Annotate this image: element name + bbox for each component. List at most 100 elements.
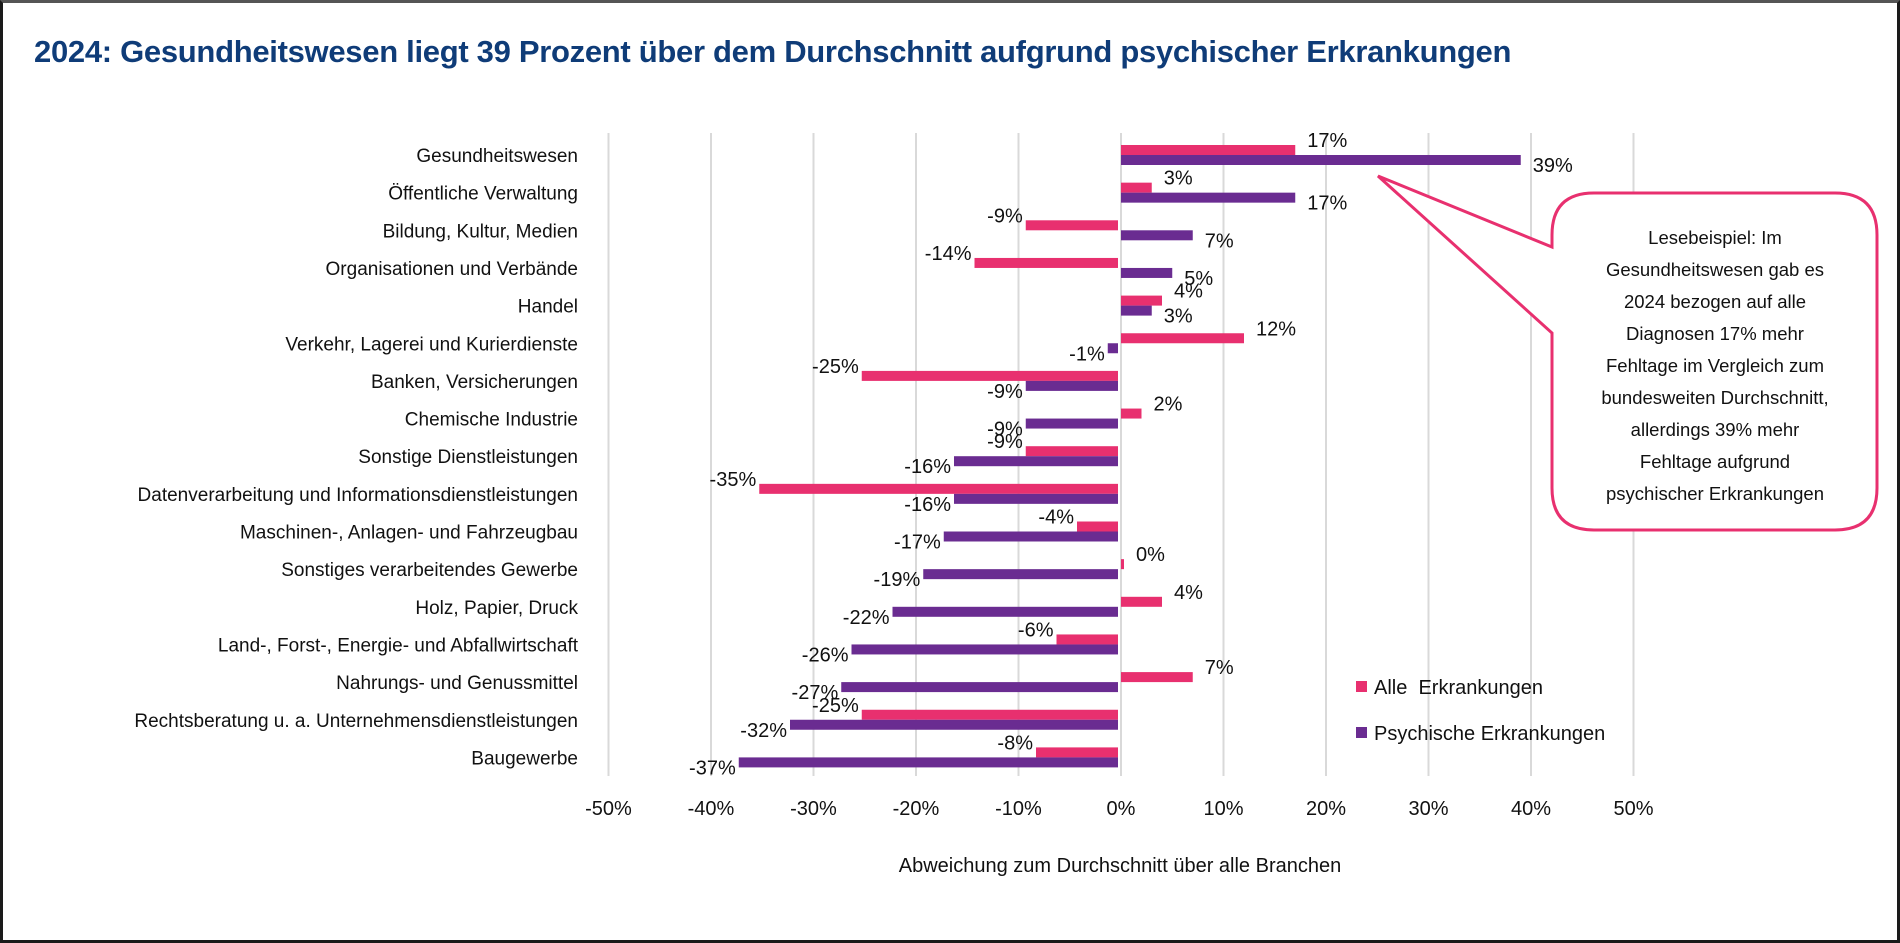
category-label: Handel	[518, 297, 578, 318]
callout-bubble	[1376, 174, 1879, 532]
x-tick-label: -30%	[790, 798, 837, 820]
category-label: Organisationen und Verbände	[326, 259, 578, 280]
legend-swatch-psychische	[1356, 727, 1367, 738]
bar-psychische	[892, 606, 1118, 617]
value-label-psychische: 17%	[1307, 193, 1347, 215]
bar-psychische	[738, 757, 1118, 768]
category-label: Land-, Forst-, Energie- und Abfallwirtsc…	[218, 635, 579, 656]
bar-alle	[1121, 182, 1152, 193]
value-label-psychische: -32%	[740, 720, 787, 742]
category-label: Nahrungs- und Genussmittel	[336, 673, 578, 694]
bar-alle	[1025, 446, 1118, 457]
value-label-alle: -9%	[987, 205, 1023, 227]
value-label-alle: 12%	[1256, 318, 1296, 340]
bar-alle	[1121, 408, 1142, 419]
value-label-psychische: -16%	[904, 456, 951, 478]
value-label-alle: -8%	[997, 732, 1033, 754]
value-label-psychische: 5%	[1184, 268, 1213, 290]
value-label-alle: 17%	[1307, 130, 1347, 152]
value-label-psychische: 7%	[1205, 230, 1234, 252]
x-tick-label: -20%	[893, 798, 940, 820]
value-label-alle: -14%	[925, 243, 972, 265]
bar-psychische	[1121, 192, 1296, 203]
bar-psychische	[1107, 343, 1118, 354]
bar-alle	[1056, 634, 1118, 645]
x-tick-label: 50%	[1613, 798, 1653, 820]
value-label-alle: 4%	[1174, 582, 1203, 604]
x-tick-labels: -50% -40% -30% -20% -10% 0% 10% 20% 30% 40% 50%	[585, 798, 1654, 820]
bar-alle	[1121, 333, 1244, 344]
category-label: Sonstige Dienstleistungen	[358, 447, 578, 468]
value-label-psychische: -19%	[874, 569, 921, 591]
bar-alle	[1121, 295, 1162, 306]
value-label-alle: 0%	[1136, 544, 1165, 566]
value-label-psychische: -9%	[987, 419, 1023, 441]
category-label: Banken, Versicherungen	[371, 372, 578, 393]
x-tick-label: 30%	[1408, 798, 1448, 820]
category-label: Baugewerbe	[471, 748, 578, 769]
callout-line: allerdings 39% mehr	[1630, 419, 1800, 440]
bar-alle	[759, 483, 1118, 494]
value-label-alle: 4%	[1174, 281, 1203, 303]
legend-label-psychische: Psychische Erkrankungen	[1374, 723, 1605, 745]
value-labels: 17%39%3%17%-9%7%-14%5%4%3%12%-1%-25%-9%2…	[689, 130, 1573, 779]
category-labels: Gesundheitswesen Öffentliche Verwaltung Bi…	[134, 146, 578, 769]
category-label: Maschinen-, Anlagen- und Fahrzeugbau	[240, 523, 578, 544]
x-tick-label: -40%	[688, 798, 735, 820]
bar-alle	[974, 257, 1118, 268]
value-label-psychische: -27%	[792, 682, 839, 704]
value-label-alle: -9%	[987, 431, 1023, 453]
x-tick-label: -10%	[995, 798, 1042, 820]
value-label-alle: -35%	[710, 469, 757, 491]
bar-psychische	[1025, 380, 1118, 391]
category-label: Datenverarbeitung und Informationsdienst…	[138, 485, 578, 506]
bar-psychische	[923, 569, 1118, 580]
bar-alle	[1121, 672, 1193, 683]
bar-psychische	[1121, 155, 1521, 165]
bar-alle	[1121, 145, 1296, 155]
category-label: Sonstiges verarbeitendes Gewerbe	[281, 560, 578, 581]
legend-label-alle: Alle Erkrankungen	[1374, 677, 1543, 699]
bar-alle	[1121, 596, 1162, 607]
value-label-psychische: -26%	[802, 644, 849, 666]
value-label-alle: -6%	[1018, 619, 1054, 641]
callout-line: Diagnosen 17% mehr	[1626, 323, 1804, 344]
category-label: Verkehr, Lagerei und Kurierdienste	[285, 334, 578, 355]
x-tick-label: 40%	[1511, 798, 1551, 820]
bar-alle	[1025, 220, 1118, 231]
bar-alle	[861, 709, 1118, 720]
category-label: Holz, Papier, Druck	[415, 598, 578, 619]
value-label-psychische: -9%	[987, 381, 1023, 403]
x-tick-label: 20%	[1306, 798, 1346, 820]
x-tick-label: 10%	[1203, 798, 1243, 820]
legend: Alle Erkrankungen Psychische Erkrankunge…	[1356, 677, 1605, 745]
bar-psychische	[954, 456, 1118, 467]
callout-line: 2024 bezogen auf alle	[1623, 291, 1807, 312]
value-label-psychische: 3%	[1164, 306, 1193, 328]
value-label-alle: 3%	[1164, 168, 1193, 190]
bar-alle	[1077, 521, 1118, 532]
category-label: Chemische Industrie	[405, 410, 578, 431]
legend-swatch-alle	[1356, 681, 1367, 692]
bar-psychische	[1025, 418, 1118, 429]
chart-title: 2024: Gesundheitswesen liegt 39 Prozent …	[34, 34, 1512, 69]
bar-psychische	[841, 682, 1118, 693]
x-tick-label: 0%	[1107, 798, 1136, 820]
value-label-alle: 7%	[1205, 657, 1234, 679]
bar-psychische	[954, 493, 1118, 504]
x-tick-label: -50%	[585, 798, 632, 820]
category-label: Bildung, Kultur, Medien	[383, 221, 578, 242]
bar-psychische	[851, 644, 1118, 655]
callout-line: bundesweiten Durchschnitt,	[1601, 387, 1829, 408]
bar-alle	[1036, 747, 1118, 758]
value-label-psychische: 39%	[1533, 155, 1573, 177]
bar-alle	[1121, 559, 1124, 570]
x-axis-title: Abweichung zum Durchschnitt über alle Br…	[899, 855, 1341, 877]
category-label: Öffentliche Verwaltung	[388, 184, 578, 205]
value-label-psychische: -37%	[689, 757, 736, 779]
bars	[738, 145, 1521, 768]
callout-line: Fehltage aufgrund	[1639, 451, 1791, 472]
callout-line: Gesundheitswesen gab es	[1605, 259, 1825, 280]
value-label-psychische: -1%	[1069, 343, 1105, 365]
category-label: Gesundheitswesen	[416, 146, 578, 167]
